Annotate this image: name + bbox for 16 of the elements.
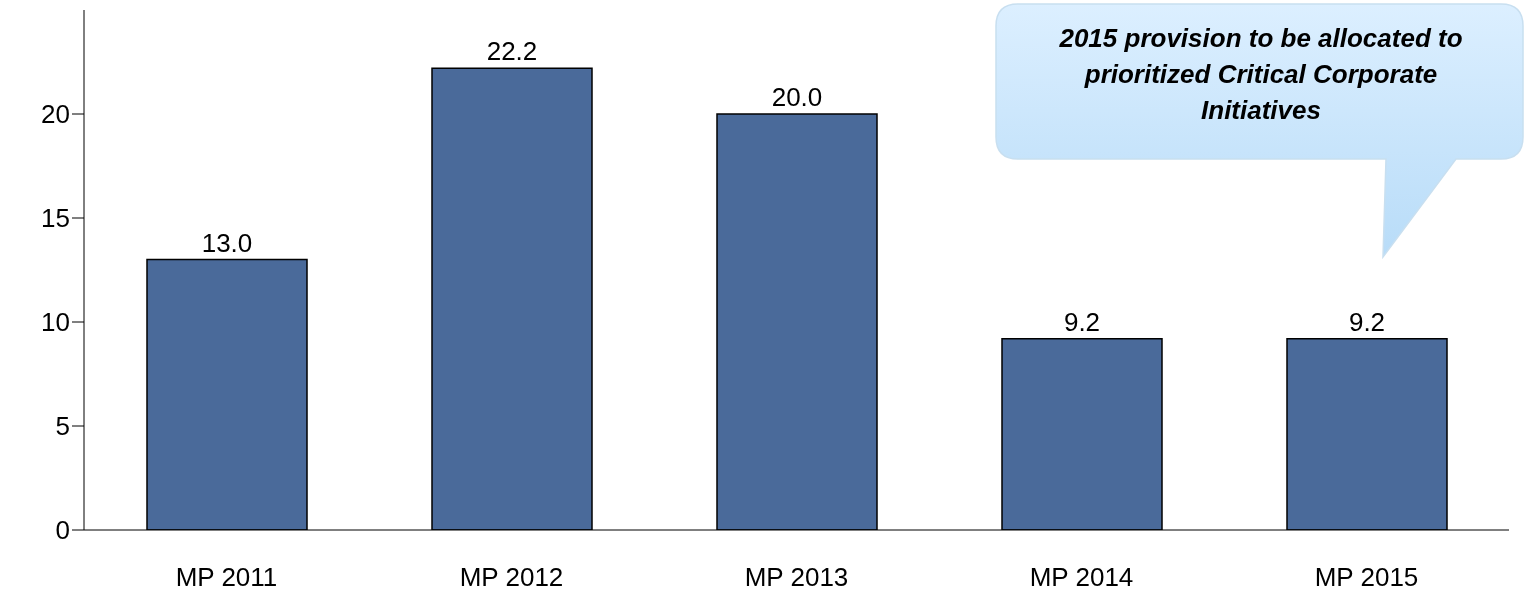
y-tick-label: 0 bbox=[55, 515, 70, 546]
x-tick-label: MP 2011 bbox=[175, 562, 278, 593]
data-label: 13.0 bbox=[201, 227, 253, 258]
data-label: 9.2 bbox=[1348, 306, 1386, 337]
data-label: 9.2 bbox=[1063, 306, 1101, 337]
y-tick-label: 10 bbox=[41, 307, 70, 338]
x-tick-label: MP 2013 bbox=[744, 562, 849, 593]
y-tick-label: 15 bbox=[41, 203, 70, 234]
data-label: 22.2 bbox=[486, 36, 538, 67]
y-tick-label: 5 bbox=[55, 411, 70, 442]
data-label: 20.0 bbox=[771, 82, 823, 112]
annotation: 2015 provision to be allocated to prioritized Critical Corporate Initiatives bbox=[1058, 22, 1464, 127]
x-tick-label: MP 2014 bbox=[1029, 562, 1134, 593]
x-tick-label: MP 2012 bbox=[459, 562, 564, 593]
y-tick-label: 20 bbox=[41, 99, 70, 130]
x-tick-label: MP 2015 bbox=[1314, 562, 1419, 593]
